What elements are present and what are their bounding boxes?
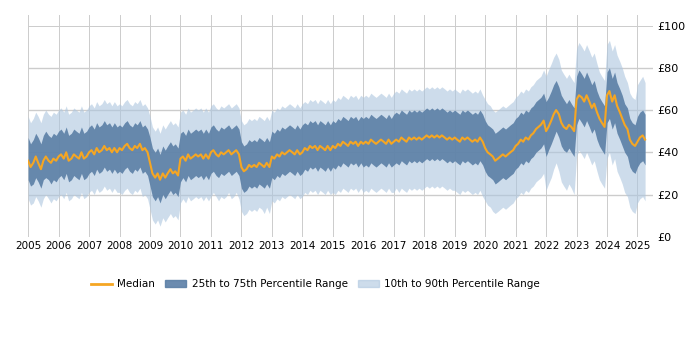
Legend: Median, 25th to 75th Percentile Range, 10th to 90th Percentile Range: Median, 25th to 75th Percentile Range, 1… <box>87 275 544 294</box>
